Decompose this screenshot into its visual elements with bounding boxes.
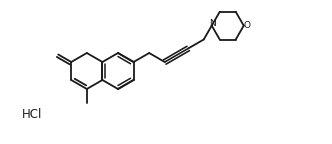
Text: HCl: HCl bbox=[22, 108, 42, 121]
Text: N: N bbox=[209, 19, 216, 28]
Text: O: O bbox=[243, 21, 250, 30]
